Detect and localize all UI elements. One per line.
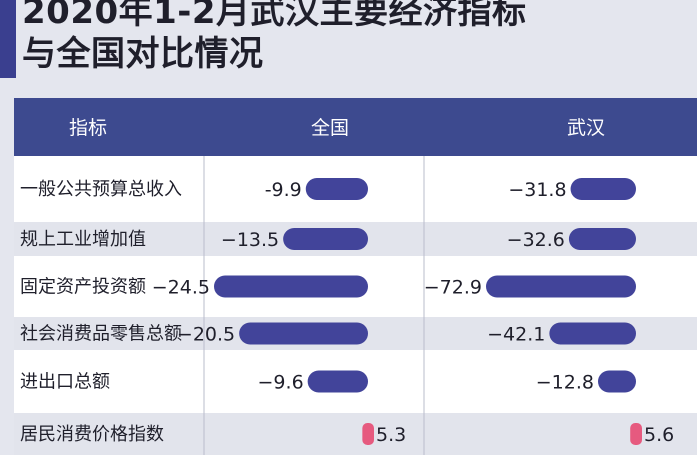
- data-label: −42.1: [487, 324, 545, 346]
- data-label: −32.6: [507, 229, 565, 251]
- row-label: 固定资产投资额: [20, 277, 146, 298]
- data-bar: [598, 370, 636, 393]
- row-label: 一般公共预算总收入: [20, 179, 182, 200]
- table-row: [14, 413, 697, 455]
- row-label: 居民消费价格指数: [20, 424, 164, 445]
- data-bar: [214, 275, 368, 298]
- data-label: −20.5: [177, 324, 235, 346]
- data-label: −31.8: [508, 179, 566, 201]
- data-bar: [305, 178, 368, 200]
- title-line-2: 与全国对比情况: [22, 34, 264, 74]
- data-bar: [568, 228, 636, 250]
- data-label: 5.6: [644, 424, 674, 446]
- row-label: 规上工业增加值: [20, 229, 146, 250]
- row-label: 社会消费品零售总额: [20, 324, 182, 345]
- data-label: −12.8: [536, 372, 594, 394]
- data-bar: [239, 322, 368, 345]
- data-bar: [486, 275, 636, 298]
- data-bar: [307, 370, 368, 393]
- row-label: 进出口总额: [20, 372, 110, 393]
- title-accent-bar: [0, 0, 16, 78]
- data-bar: [283, 228, 368, 250]
- title-line-1: 2020年1-2月武汉主要经济指标: [22, 0, 527, 32]
- data-bar: [549, 322, 636, 345]
- data-label: −24.5: [152, 277, 210, 299]
- data-label: -9.9: [265, 179, 302, 201]
- data-label: 5.3: [376, 424, 406, 446]
- table-header: [14, 98, 697, 156]
- data-bar: [362, 423, 374, 445]
- header-cell: 全国: [311, 117, 349, 139]
- header-cell: 武汉: [567, 117, 605, 139]
- data-bar: [630, 423, 642, 445]
- data-bar: [570, 178, 636, 200]
- data-label: −9.6: [258, 372, 304, 394]
- header-cell: 指标: [69, 117, 107, 139]
- data-label: −72.9: [424, 277, 482, 299]
- data-label: −13.5: [221, 229, 279, 251]
